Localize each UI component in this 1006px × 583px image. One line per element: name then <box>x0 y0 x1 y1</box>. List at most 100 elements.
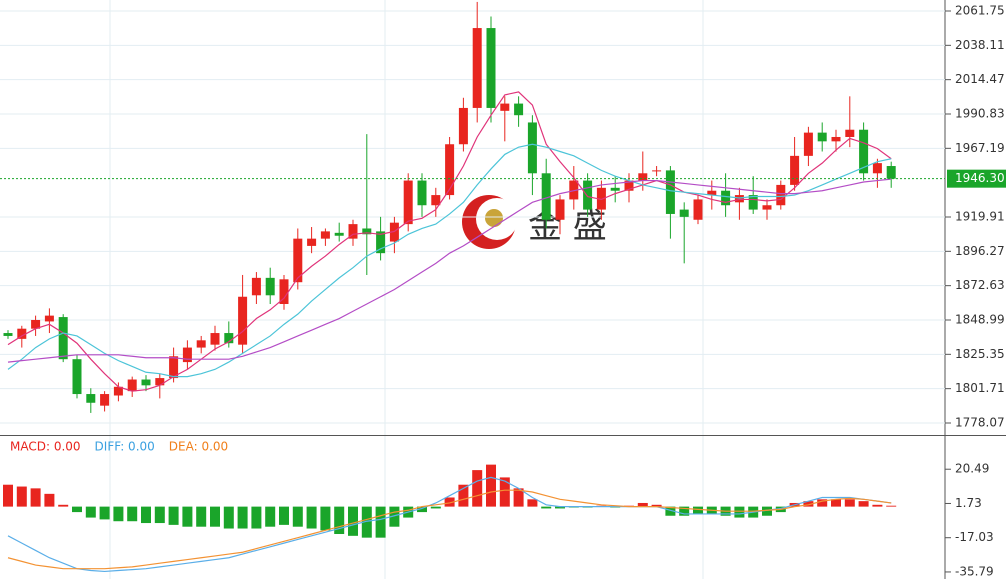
macd-bar <box>555 506 565 509</box>
candle-body <box>679 209 689 217</box>
candle-body <box>431 195 441 206</box>
candle-body <box>113 386 123 396</box>
macd-bar <box>279 506 289 525</box>
candle-body <box>831 136 841 142</box>
candle-body <box>196 340 206 348</box>
macd-bar <box>499 477 510 507</box>
candle-body <box>238 296 248 345</box>
macd-bar <box>444 497 455 507</box>
candle-body <box>872 163 882 174</box>
candle-body <box>320 231 330 239</box>
macd-bar <box>541 506 552 509</box>
candle-body <box>44 315 54 322</box>
macd-bar <box>651 504 662 507</box>
candle-body <box>182 347 192 363</box>
candle-body <box>734 195 744 203</box>
candle-body <box>845 129 855 137</box>
macd-bar <box>858 501 869 507</box>
candle-body <box>17 328 27 339</box>
candle-body <box>307 238 317 246</box>
candle-body <box>362 228 372 235</box>
macd-bar <box>141 506 151 524</box>
candle-body <box>803 132 813 156</box>
candle-body <box>224 333 234 344</box>
macd-bar <box>693 506 703 514</box>
candle-body <box>141 379 151 386</box>
line <box>7 143 892 378</box>
candle-body <box>265 277 275 296</box>
macd-bar <box>99 506 110 520</box>
candle-body <box>348 224 358 239</box>
last-price-box <box>947 169 1006 188</box>
candle-body <box>389 222 399 242</box>
macd-bar <box>265 506 276 527</box>
macd-bar <box>831 499 841 507</box>
candle-body <box>500 103 510 111</box>
candle-body <box>817 132 827 142</box>
candle-body <box>486 28 496 108</box>
candle-body <box>58 317 68 360</box>
macd-bar <box>679 506 690 516</box>
y-tick-label: 2038.11 <box>955 38 1005 52</box>
macd-bar <box>154 506 165 524</box>
candle-body <box>514 103 524 116</box>
y-tick-label: 2014.47 <box>955 72 1005 86</box>
macd-bar <box>872 504 883 507</box>
logo <box>462 195 518 249</box>
macd-bar <box>210 506 220 527</box>
y-tick-label: 2061.75 <box>955 3 1005 17</box>
macd-bar <box>30 488 41 507</box>
candle-body <box>127 379 137 392</box>
macd-bar <box>44 493 55 507</box>
macd-bar <box>168 506 179 525</box>
macd-bar <box>223 506 234 529</box>
macd-bar <box>237 506 248 529</box>
macd-bar <box>803 501 814 507</box>
candle-body <box>886 166 896 179</box>
candle-body <box>472 28 482 108</box>
y-tick-label: 20.49 <box>955 462 989 476</box>
candle-body <box>251 277 261 296</box>
candle-body <box>334 232 344 236</box>
logo-dot <box>485 209 503 227</box>
macd-bar <box>665 506 676 516</box>
candle-body <box>155 378 165 386</box>
legend-entry: MACD: 0.00 <box>10 440 81 454</box>
macd-bar <box>844 499 855 507</box>
candle-body <box>527 122 537 174</box>
candle-body <box>458 107 468 145</box>
macd-bar <box>361 506 372 538</box>
candle-body <box>445 144 455 196</box>
macd-bar <box>486 464 496 507</box>
macd-bar <box>472 470 483 507</box>
candle-body <box>72 359 82 395</box>
macd-bar <box>85 506 96 518</box>
legend-entry: DIFF: 0.00 <box>95 440 155 454</box>
macd-bar <box>886 505 897 507</box>
candle-body <box>403 180 413 225</box>
macd-bar <box>375 506 386 538</box>
candle-body <box>859 129 869 174</box>
macd-bar <box>196 506 207 527</box>
candle-body <box>748 195 758 210</box>
macd-bar <box>182 506 193 527</box>
y-tick-label: 1848.99 <box>955 312 1005 326</box>
candle-body <box>721 190 731 206</box>
macd-bar <box>72 506 82 513</box>
macd-bar <box>430 506 441 509</box>
candle-body <box>638 173 648 181</box>
candle-body <box>665 170 675 214</box>
candle-body <box>652 170 662 172</box>
macd-bar <box>734 506 745 518</box>
candle-body <box>555 199 565 220</box>
candle-body <box>693 199 703 220</box>
macd-bar <box>762 506 772 516</box>
macd-bar <box>527 499 538 507</box>
candle-body <box>790 155 800 185</box>
macd-bar <box>458 484 469 507</box>
macd-bar <box>58 504 69 507</box>
macd-bar <box>334 506 345 535</box>
macd-bar <box>817 499 828 507</box>
candle-body <box>169 356 179 379</box>
